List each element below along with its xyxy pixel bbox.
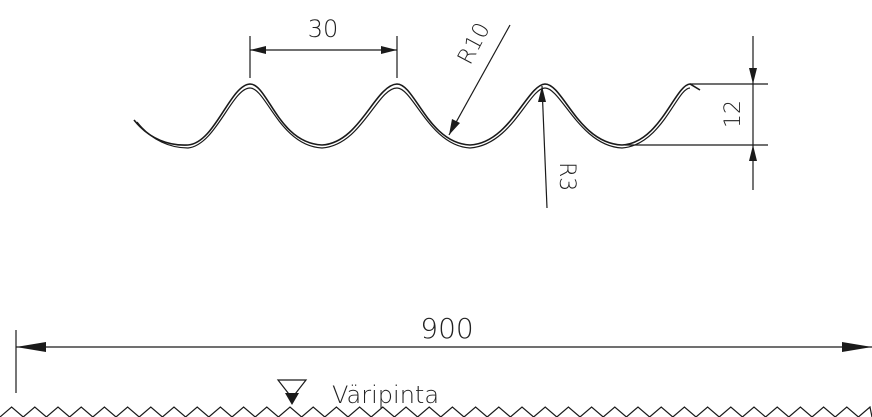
width-dimension: 900	[15, 312, 872, 393]
surface-note: Väripinta	[332, 381, 439, 409]
corrugated-profile	[133, 83, 701, 149]
width-label: 900	[420, 312, 473, 345]
height-label: 12	[721, 100, 746, 128]
pitch-dimension: 30	[249, 15, 398, 78]
surface-note-group: Väripinta	[276, 379, 439, 409]
height-dimension: 12	[625, 36, 768, 190]
sheet-profile-strip	[0, 405, 872, 417]
inner-radius-leader: R3	[538, 85, 579, 209]
outer-radius-leader: R10	[448, 19, 511, 136]
triangle-down-icon	[276, 379, 308, 405]
pitch-label: 30	[308, 15, 339, 43]
inner-radius-label: R3	[554, 162, 579, 191]
